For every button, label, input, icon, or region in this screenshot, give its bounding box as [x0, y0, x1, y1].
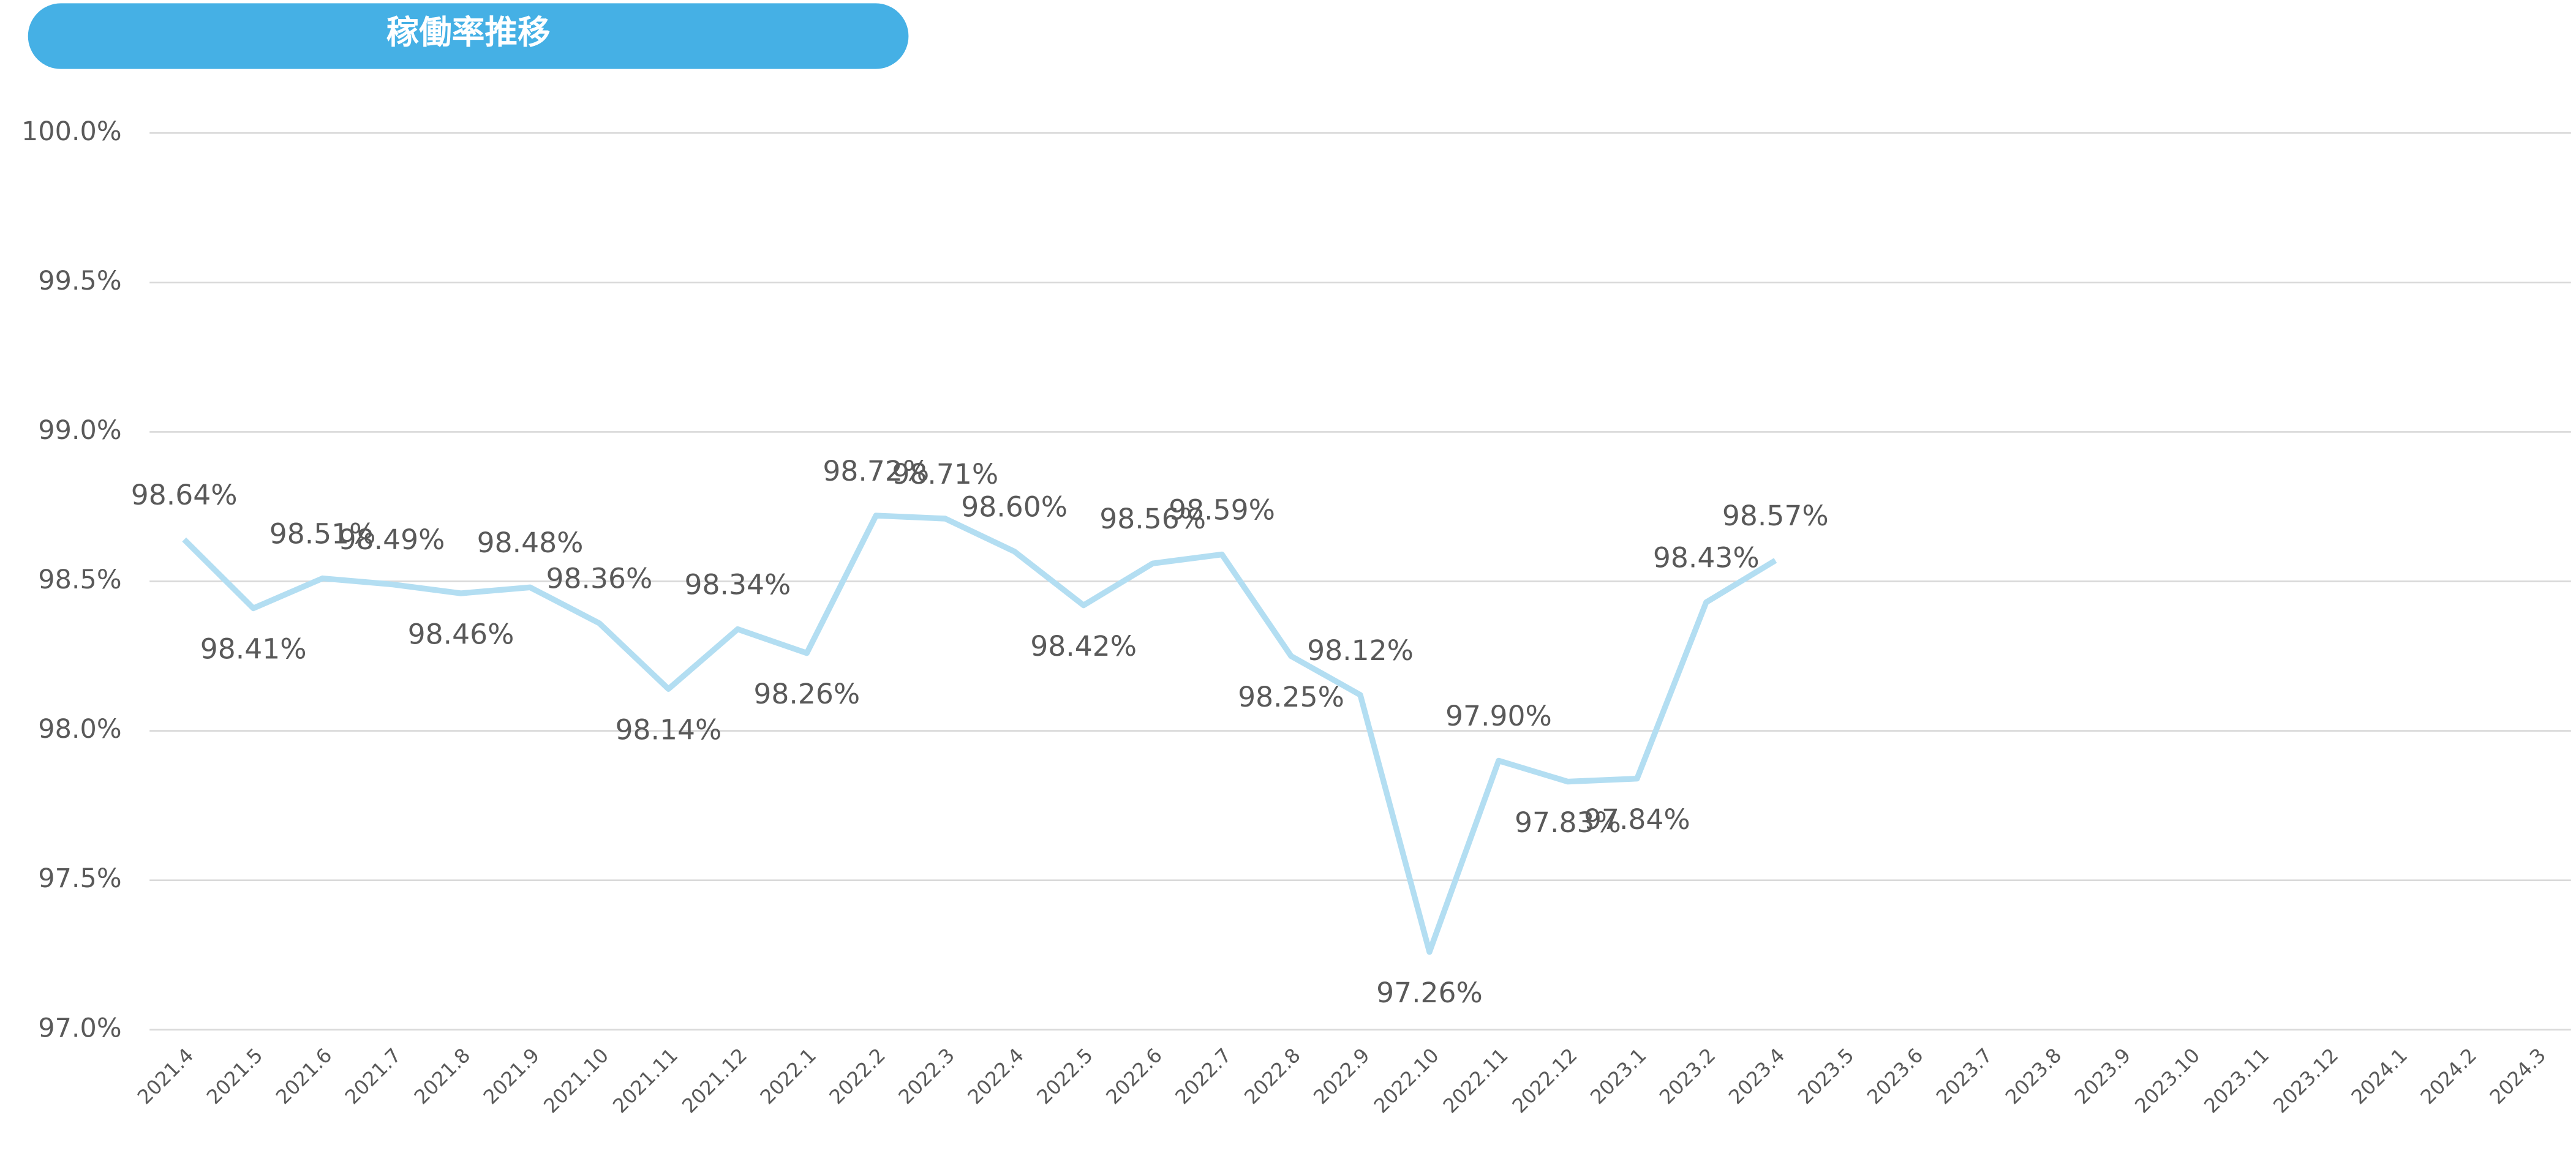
x-tick-label: 2023.5 [1793, 1043, 1858, 1108]
x-tick-label: 2022.5 [1032, 1043, 1097, 1108]
data-label: 98.71% [892, 458, 998, 490]
x-tick-label: 2023.7 [1932, 1043, 1997, 1108]
y-tick-label: 99.0% [38, 415, 121, 446]
y-tick-label: 98.0% [38, 714, 121, 745]
x-tick-label: 2023.10 [2130, 1043, 2204, 1117]
data-label: 97.83% [1515, 806, 1621, 839]
data-label: 97.84% [1584, 803, 1690, 836]
x-tick-label: 2022.6 [1101, 1043, 1166, 1108]
data-label: 98.49% [339, 523, 445, 556]
x-tick-label: 2021.12 [677, 1043, 751, 1117]
data-label: 98.56% [1099, 503, 1206, 535]
data-label: 97.90% [1445, 700, 1552, 732]
y-tick-label: 98.5% [38, 565, 121, 595]
data-label: 98.57% [1722, 500, 1829, 532]
x-tick-label: 2023.11 [2199, 1043, 2273, 1117]
x-tick-label: 2023.6 [1862, 1043, 1927, 1108]
x-tick-label: 2021.8 [410, 1043, 475, 1108]
data-label: 98.46% [408, 618, 514, 650]
x-tick-label: 2022.3 [894, 1043, 959, 1108]
x-tick-label: 2023.4 [1724, 1043, 1789, 1108]
x-tick-label: 2022.11 [1439, 1043, 1513, 1117]
x-tick-label: 2022.1 [756, 1043, 821, 1108]
title-banner [28, 3, 909, 69]
x-tick-label: 2024.2 [2416, 1043, 2481, 1108]
data-label: 98.72% [823, 455, 929, 487]
data-label: 98.34% [684, 568, 791, 601]
x-tick-label: 2024.3 [2485, 1043, 2550, 1108]
data-label: 97.26% [1376, 977, 1483, 1009]
data-label: 98.25% [1238, 681, 1344, 713]
x-tick-label: 2021.5 [202, 1043, 267, 1108]
x-tick-label: 2023.8 [2001, 1043, 2066, 1108]
x-tick-label: 2021.6 [271, 1043, 336, 1108]
x-tick-label: 2021.11 [608, 1043, 682, 1117]
line [182, 512, 1777, 955]
x-tick-label: 2023.1 [1586, 1043, 1651, 1108]
x-tick-label: 2021.4 [133, 1043, 198, 1108]
data-label: 98.14% [616, 713, 722, 746]
data-label: 98.12% [1307, 634, 1414, 667]
data-label: 98.59% [1169, 493, 1275, 526]
data-label: 98.64% [131, 479, 238, 511]
x-tick-label: 2022.7 [1170, 1043, 1235, 1108]
x-tick-label: 2022.9 [1309, 1043, 1374, 1108]
x-tick-label: 2022.12 [1508, 1043, 1582, 1117]
x-tick-label: 2022.8 [1240, 1043, 1305, 1108]
y-tick-label: 99.5% [38, 266, 121, 296]
data-label: 98.42% [1030, 630, 1137, 662]
data-label: 98.41% [200, 633, 307, 666]
data-label: 98.26% [753, 678, 860, 710]
x-tick-label: 2021.10 [539, 1043, 613, 1117]
y-tick-label: 97.0% [38, 1013, 121, 1043]
data-label: 98.43% [1653, 541, 1760, 574]
y-tick-label: 97.5% [38, 863, 121, 894]
x-tick-label: 2024.1 [2347, 1043, 2412, 1108]
data-label: 98.48% [477, 527, 584, 559]
x-tick-label: 2023.2 [1655, 1043, 1720, 1108]
x-tick-label: 2021.7 [341, 1043, 405, 1108]
data-label: 98.60% [961, 490, 1068, 523]
data-label: 98.51% [269, 517, 376, 550]
x-tick-label: 2022.2 [825, 1043, 890, 1108]
y-tick-label: 100.0% [21, 116, 122, 147]
x-tick-label: 2021.9 [479, 1043, 544, 1108]
chart-title: 稼働率推移 [386, 13, 550, 51]
x-tick-label: 2022.10 [1369, 1043, 1444, 1117]
data-label: 98.36% [546, 563, 653, 595]
x-tick-label: 2023.9 [2070, 1043, 2135, 1108]
x-tick-label: 2023.12 [2269, 1043, 2343, 1117]
x-tick-label: 2022.4 [963, 1043, 1028, 1108]
